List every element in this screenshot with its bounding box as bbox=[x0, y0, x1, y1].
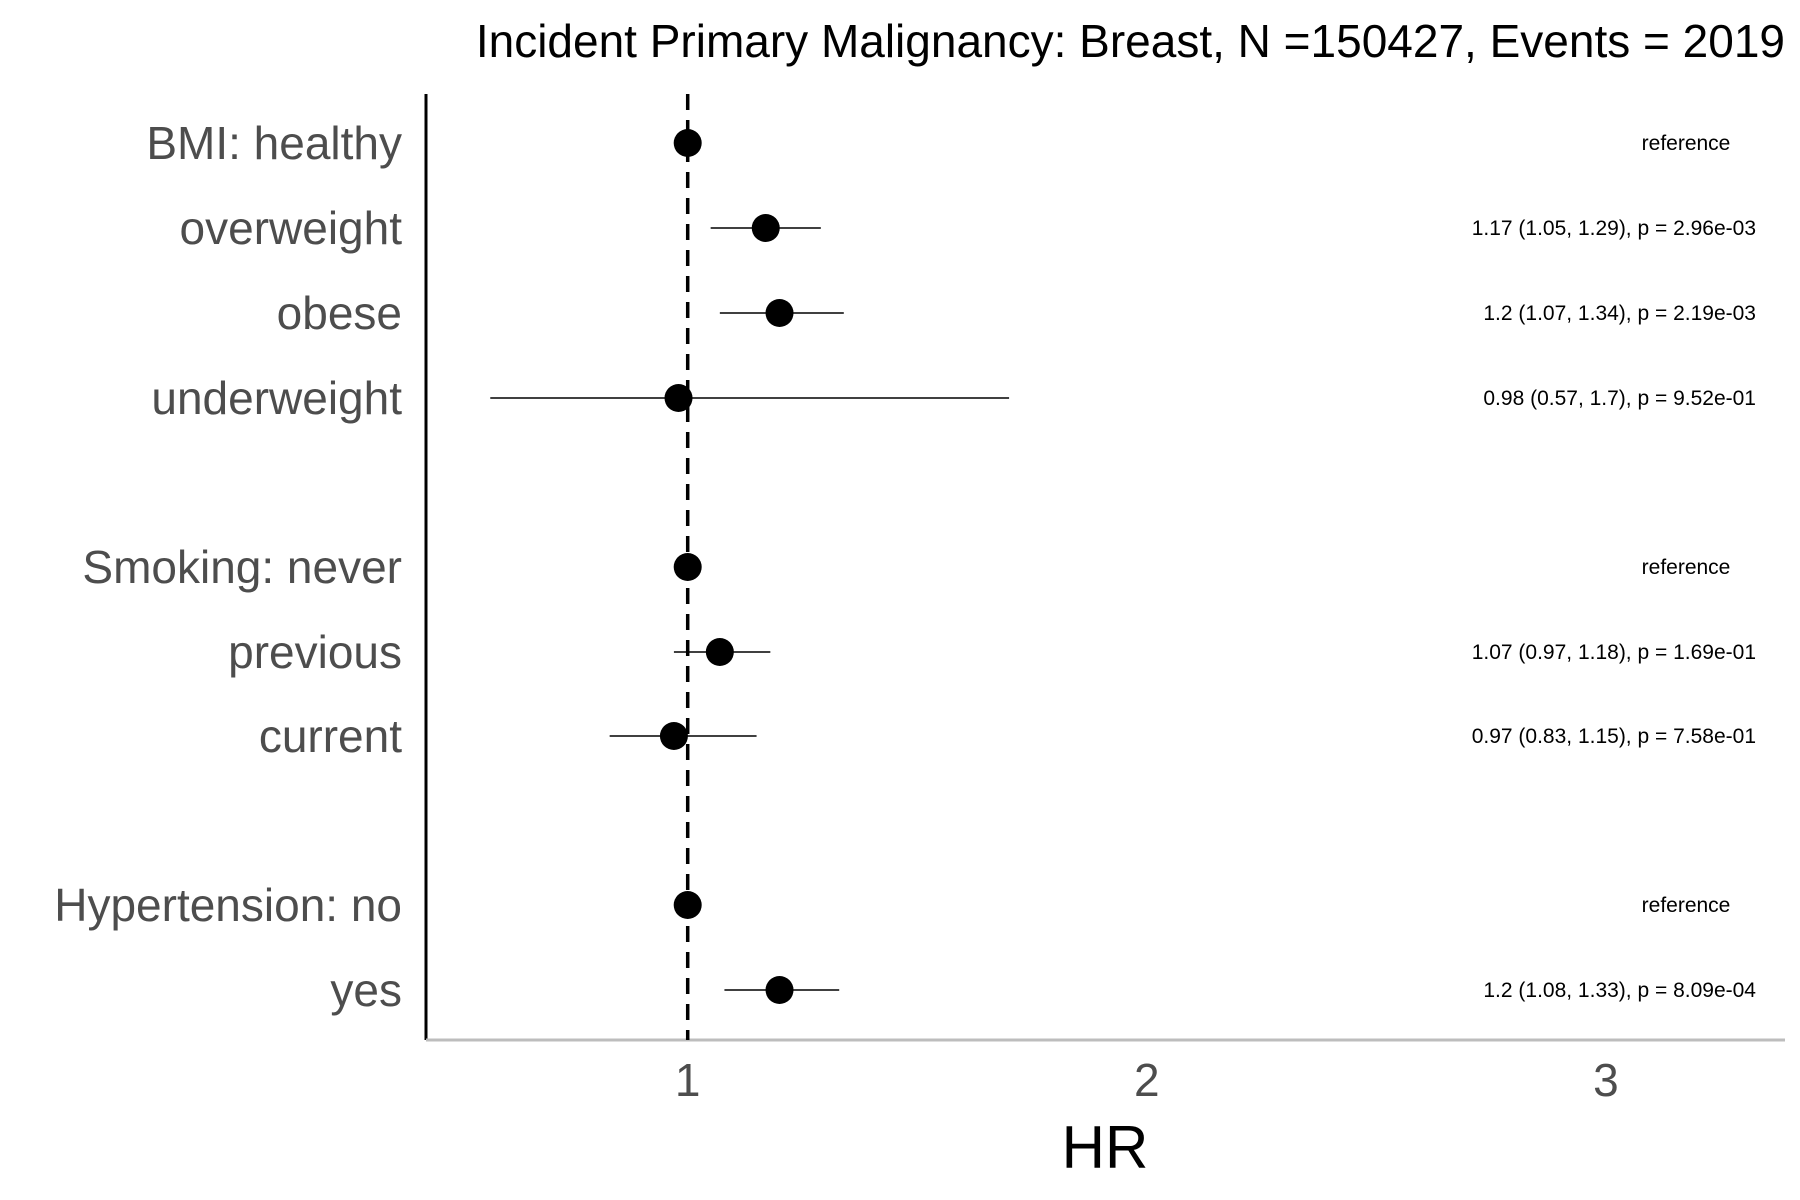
row-label: Smoking: never bbox=[82, 541, 402, 593]
plot-area: 1 2 3 BMI: healthy reference overweight 1.17 (… bbox=[54, 94, 1785, 1106]
row-annotation: 0.97 (0.83, 1.15), p = 7.58e-01 bbox=[1472, 725, 1756, 748]
row-label: BMI: healthy bbox=[146, 117, 402, 169]
row-annotation: reference bbox=[1642, 132, 1731, 155]
x-tick-label: 1 bbox=[675, 1054, 701, 1106]
row-label: overweight bbox=[180, 202, 403, 254]
row-annotation: reference bbox=[1642, 894, 1731, 917]
x-tick-label: 3 bbox=[1593, 1054, 1619, 1106]
row-annotation: 1.2 (1.07, 1.34), p = 2.19e-03 bbox=[1483, 302, 1756, 325]
row-label: Hypertension: no bbox=[54, 879, 402, 931]
row-annotation: reference bbox=[1642, 556, 1731, 579]
row-annotation: 1.17 (1.05, 1.29), p = 2.96e-03 bbox=[1472, 217, 1756, 240]
chart-title: Incident Primary Malignancy: Breast, N =… bbox=[476, 15, 1785, 67]
hr-point bbox=[765, 976, 794, 1004]
row-annotation: 1.07 (0.97, 1.18), p = 1.69e-01 bbox=[1472, 641, 1756, 664]
hr-point bbox=[705, 638, 734, 666]
row-label: current bbox=[259, 710, 402, 762]
row-label: yes bbox=[330, 964, 402, 1016]
x-axis-title: HR bbox=[1062, 1114, 1149, 1181]
hr-point bbox=[751, 214, 780, 242]
row-label: obese bbox=[277, 287, 402, 339]
hr-point bbox=[673, 553, 702, 581]
x-tick-label: 2 bbox=[1134, 1054, 1160, 1106]
hr-point bbox=[673, 891, 702, 919]
hr-point bbox=[664, 384, 693, 412]
hr-point bbox=[765, 299, 794, 327]
row-annotation: 1.2 (1.08, 1.33), p = 8.09e-04 bbox=[1483, 979, 1756, 1002]
row-label: underweight bbox=[151, 372, 402, 424]
hr-point bbox=[673, 129, 702, 157]
row-label: previous bbox=[228, 626, 402, 678]
hr-point bbox=[659, 722, 688, 750]
row-annotation: 0.98 (0.57, 1.7), p = 9.52e-01 bbox=[1483, 387, 1756, 410]
